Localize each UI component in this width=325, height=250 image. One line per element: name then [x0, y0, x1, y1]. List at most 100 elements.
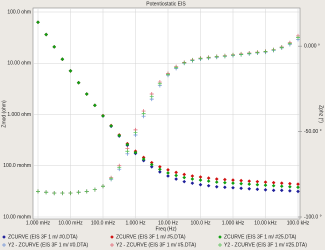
- zmod-marker: [190, 177, 195, 181]
- zmod-marker: [296, 185, 300, 190]
- zmod-marker: [247, 179, 252, 183]
- phase-marker: [190, 58, 195, 63]
- zmod-marker: [125, 142, 130, 147]
- zmod-marker: [214, 184, 219, 189]
- legend-label: Y2 - ZCURVE (EIS 3F 1 m/ #5.DTA): [116, 242, 196, 248]
- zmod-marker: [214, 177, 219, 181]
- zmod-marker: [182, 179, 187, 184]
- zmod-marker: [198, 178, 203, 182]
- zmod-marker: [223, 185, 227, 190]
- x-tick-label: 1.000 mHz: [26, 220, 51, 226]
- legend-marker: [218, 235, 222, 239]
- y2-tick-label: 0.000 °: [304, 43, 320, 49]
- zmod-marker: [76, 80, 81, 85]
- zmod-marker: [206, 176, 211, 180]
- zmod-marker: [247, 182, 252, 186]
- zmod-marker: [296, 182, 300, 186]
- zmod-marker: [288, 184, 292, 189]
- chart-title: Potentiostatic EIS: [146, 1, 186, 7]
- phase-marker: [222, 54, 227, 59]
- legend-label: ZCURVE (EIS 3F 1 m/ #25.DTA): [224, 234, 297, 240]
- legend-label: Y2 - ZCURVE (EIS 3F 1 m/ #0.DTA): [8, 242, 88, 248]
- zmod-marker: [255, 179, 260, 184]
- zmod-marker: [255, 182, 260, 187]
- zmod-marker: [279, 181, 284, 185]
- zmod-marker: [158, 164, 162, 169]
- zmod-marker: [263, 180, 268, 184]
- phase-marker: [125, 149, 130, 154]
- zmod-marker: [214, 180, 219, 184]
- zmod-marker: [174, 173, 178, 178]
- zmod-marker: [52, 45, 57, 49]
- phase-marker: [109, 176, 114, 181]
- y-tick-label: 100.0 mohm: [3, 163, 31, 169]
- phase-marker: [76, 190, 81, 195]
- zmod-marker: [231, 178, 235, 182]
- y-tick-label: 10.00 mohm: [3, 214, 31, 220]
- zmod-marker: [84, 92, 89, 96]
- y2-axis-label: Zphz (°): [318, 105, 324, 123]
- zmod-marker: [239, 178, 243, 183]
- zmod-marker: [101, 114, 105, 118]
- zmod-marker: [271, 188, 276, 193]
- zmod-marker: [231, 185, 235, 190]
- x-tick-label: 100.0 mHz: [91, 220, 116, 226]
- phase-marker: [149, 94, 154, 99]
- zmod-marker: [133, 150, 138, 155]
- zmod-marker: [223, 180, 227, 185]
- phase-marker: [68, 191, 73, 196]
- legend-marker: [110, 243, 114, 247]
- zmod-marker: [60, 57, 65, 61]
- zmod-marker: [198, 182, 203, 187]
- legend-label: ZCURVE (EIS 3F 1 m/ #5.DTA): [116, 234, 186, 240]
- phase-marker: [263, 49, 268, 54]
- plot-area: [32, 7, 301, 220]
- zmod-marker: [263, 183, 268, 188]
- zmod-marker: [117, 133, 122, 138]
- phase-marker: [239, 52, 244, 57]
- legend-marker: [110, 235, 114, 239]
- legend-marker: [218, 243, 222, 247]
- phase-marker: [133, 130, 138, 135]
- zmod-marker: [44, 32, 48, 37]
- phase-marker: [84, 189, 89, 194]
- zmod-marker: [271, 180, 276, 185]
- zmod-marker: [166, 171, 170, 175]
- y2-tick-label: -50.00 °: [304, 129, 322, 135]
- x-tick-label: 1.000 kHz: [222, 220, 245, 226]
- phase-marker: [296, 35, 300, 40]
- x-tick-label: 10.00 kHz: [254, 220, 277, 226]
- zmod-marker: [149, 162, 154, 167]
- phase-marker: [287, 41, 292, 46]
- y-tick-label: 10.00 ohm: [7, 61, 31, 67]
- zmod-marker: [182, 172, 187, 177]
- zmod-marker: [296, 189, 300, 194]
- zmod-marker: [255, 187, 260, 192]
- zmod-marker: [166, 174, 170, 178]
- legend-marker: [2, 243, 6, 247]
- zmod-marker: [198, 175, 203, 179]
- phase-marker: [157, 81, 162, 86]
- zmod-marker: [182, 175, 187, 180]
- phase-marker: [198, 56, 203, 61]
- phase-marker: [255, 50, 260, 55]
- y-axis-label: Zmod (ohm): [1, 100, 7, 128]
- zmod-marker: [109, 124, 113, 128]
- zmod-marker: [36, 20, 40, 25]
- phase-marker: [174, 65, 179, 70]
- zmod-marker: [206, 183, 211, 188]
- zmod-marker: [223, 177, 227, 182]
- x-tick-label: 100.0 Hz: [190, 220, 211, 226]
- phase-marker: [60, 191, 65, 196]
- x-tick-label: 1.000 Hz: [125, 220, 146, 226]
- x-tick-label: 10.00 Hz: [158, 220, 179, 226]
- zmod-marker: [239, 186, 243, 191]
- x-axis-label: Freq (Hz): [155, 226, 176, 232]
- y-tick-label: 100.0 ohm: [7, 9, 31, 15]
- zmod-marker: [206, 179, 211, 183]
- zmod-marker: [288, 181, 292, 186]
- phase-marker: [141, 111, 146, 116]
- phase-marker: [206, 55, 211, 60]
- phase-marker: [166, 72, 170, 77]
- y2-tick-label: -100.0 °: [304, 214, 322, 220]
